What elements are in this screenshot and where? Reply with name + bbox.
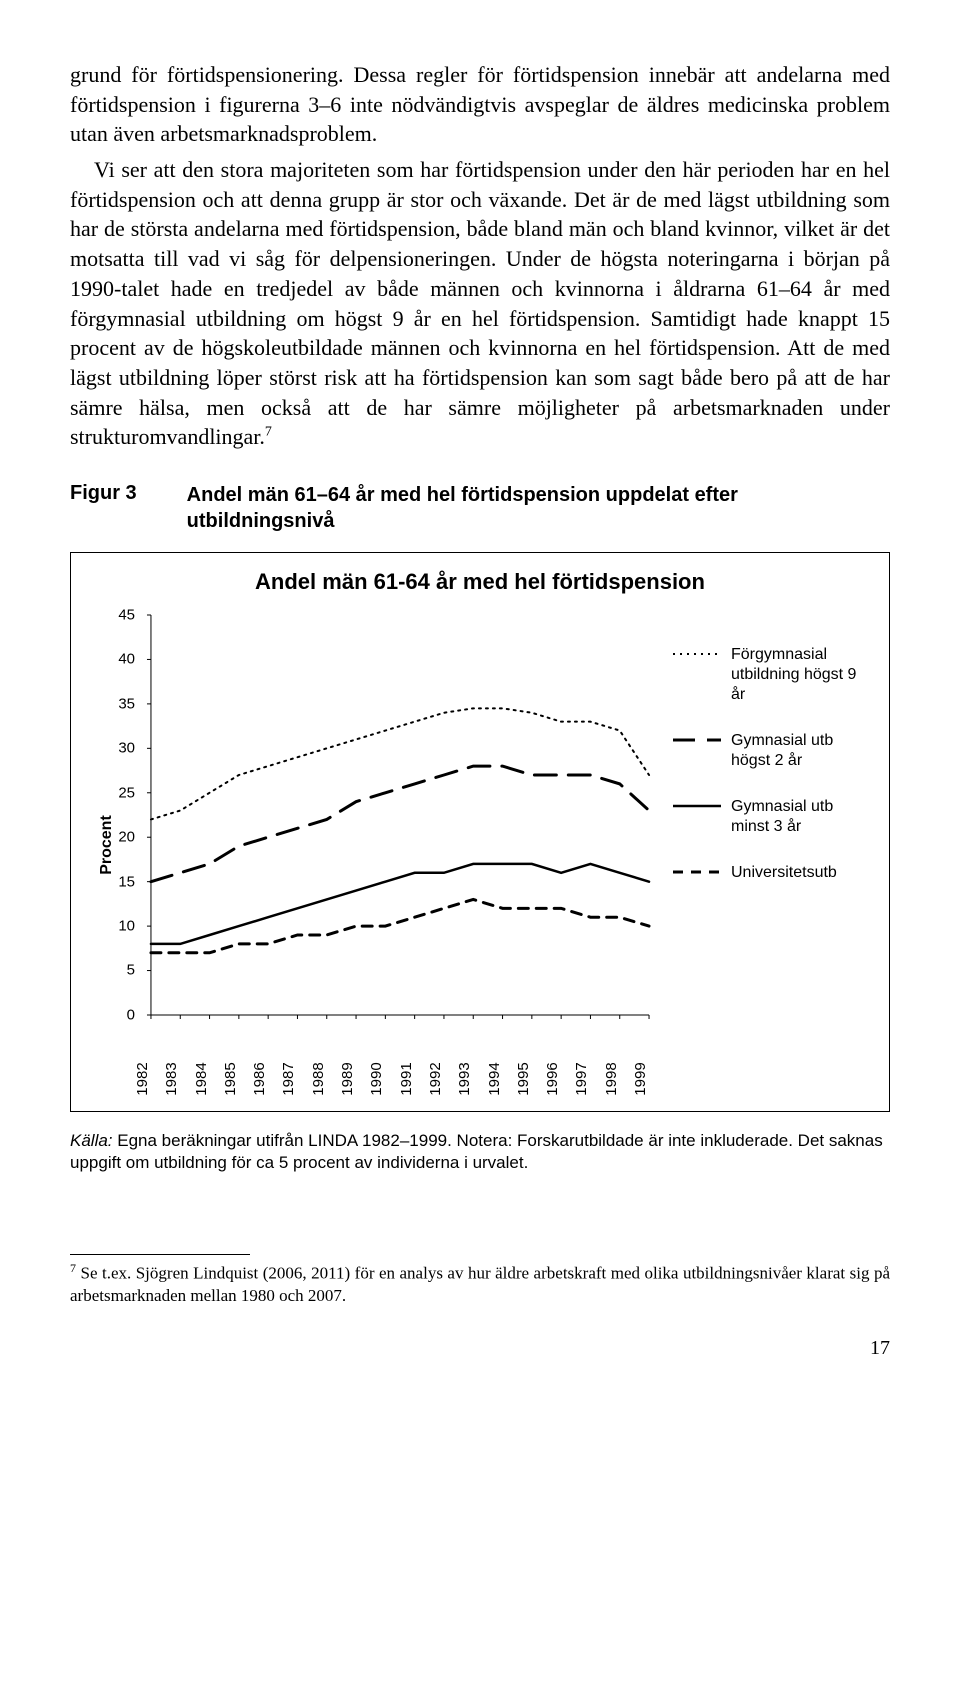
body-paragraph: grund för förtidspensionering. Dessa reg…	[70, 60, 890, 149]
body-paragraph-2: Vi ser att den stora majoriteten som har…	[70, 155, 890, 452]
chart-plot	[141, 605, 659, 1025]
legend-item: Gymnasial utb minst 3 år	[673, 797, 873, 837]
footnote-ref: 7	[265, 425, 272, 440]
x-tick-label: 1996	[544, 1062, 561, 1095]
x-tick-label: 1985	[222, 1062, 239, 1095]
footnote: 7 Se t.ex. Sjögren Lindquist (2006, 2011…	[70, 1261, 890, 1307]
x-tick-label: 1991	[398, 1062, 415, 1095]
legend-swatch	[673, 731, 721, 749]
figure-label: Figur 3	[70, 482, 137, 505]
chart-container: Andel män 61-64 år med hel förtidspensio…	[70, 552, 890, 1112]
x-tick-label: 1982	[134, 1062, 151, 1095]
x-tick-label: 1994	[486, 1062, 503, 1095]
legend-label: Förgymnasial utbildning högst 9 år	[731, 645, 873, 705]
footnote-text: Se t.ex. Sjögren Lindquist (2006, 2011) …	[70, 1264, 890, 1305]
x-tick-label: 1993	[456, 1062, 473, 1095]
legend-swatch	[673, 645, 721, 663]
legend-label: Universitetsutb	[731, 863, 873, 883]
x-tick-label: 1997	[573, 1062, 590, 1095]
footnote-rule	[70, 1254, 250, 1255]
legend-swatch	[673, 797, 721, 815]
x-tick-label: 1988	[310, 1062, 327, 1095]
legend-item: Universitetsutb	[673, 863, 873, 883]
legend-item: Förgymnasial utbildning högst 9 år	[673, 645, 873, 705]
x-tick-label: 1987	[280, 1062, 297, 1095]
x-tick-label: 1983	[163, 1062, 180, 1095]
y-tick-label: 25	[118, 784, 135, 801]
y-tick-label: 15	[118, 873, 135, 890]
y-tick-label: 35	[118, 695, 135, 712]
x-tick-label: 1999	[632, 1062, 649, 1095]
x-ticks: 1982198319841985198619871988198919901991…	[141, 1027, 659, 1085]
x-tick-label: 1990	[368, 1062, 385, 1095]
y-ticks: 0 5 10 15 20 25 30 35 40 45	[109, 605, 139, 1025]
x-tick-label: 1986	[251, 1062, 268, 1095]
legend-item: Gymnasial utb högst 2 år	[673, 731, 873, 771]
body-p2: Vi ser att den stora majoriteten som har…	[70, 157, 890, 449]
figure-heading: Figur 3 Andel män 61–64 år med hel förti…	[70, 482, 890, 534]
x-tick-label: 1984	[193, 1062, 210, 1095]
legend-label: Gymnasial utb minst 3 år	[731, 797, 873, 837]
source-note: Källa: Egna beräkningar utifrån LINDA 19…	[70, 1130, 890, 1174]
x-tick-label: 1992	[427, 1062, 444, 1095]
y-tick-label: 0	[127, 1006, 135, 1023]
y-tick-label: 10	[118, 918, 135, 935]
legend-label: Gymnasial utb högst 2 år	[731, 731, 873, 771]
figure-caption: Andel män 61–64 år med hel förtidspensio…	[187, 482, 890, 534]
body-p1: grund för förtidspensionering. Dessa reg…	[70, 62, 890, 146]
y-tick-label: 20	[118, 829, 135, 846]
y-tick-label: 30	[118, 740, 135, 757]
legend-swatch	[673, 863, 721, 881]
x-tick-label: 1989	[339, 1062, 356, 1095]
chart-legend: Förgymnasial utbildning högst 9 år Gymna…	[673, 645, 873, 909]
page-number: 17	[70, 1337, 890, 1360]
y-tick-label: 40	[118, 651, 135, 668]
chart-title: Andel män 61-64 år med hel förtidspensio…	[81, 569, 879, 595]
x-tick-label: 1995	[515, 1062, 532, 1095]
source-label: Källa:	[70, 1131, 113, 1150]
chart-area: Procent 051015202530354045 1982198319841…	[81, 605, 879, 1085]
y-tick-label: 5	[127, 962, 135, 979]
x-tick-label: 1998	[603, 1062, 620, 1095]
y-tick-label: 45	[118, 606, 135, 623]
source-text: Egna beräkningar utifrån LINDA 1982–1999…	[70, 1131, 883, 1172]
